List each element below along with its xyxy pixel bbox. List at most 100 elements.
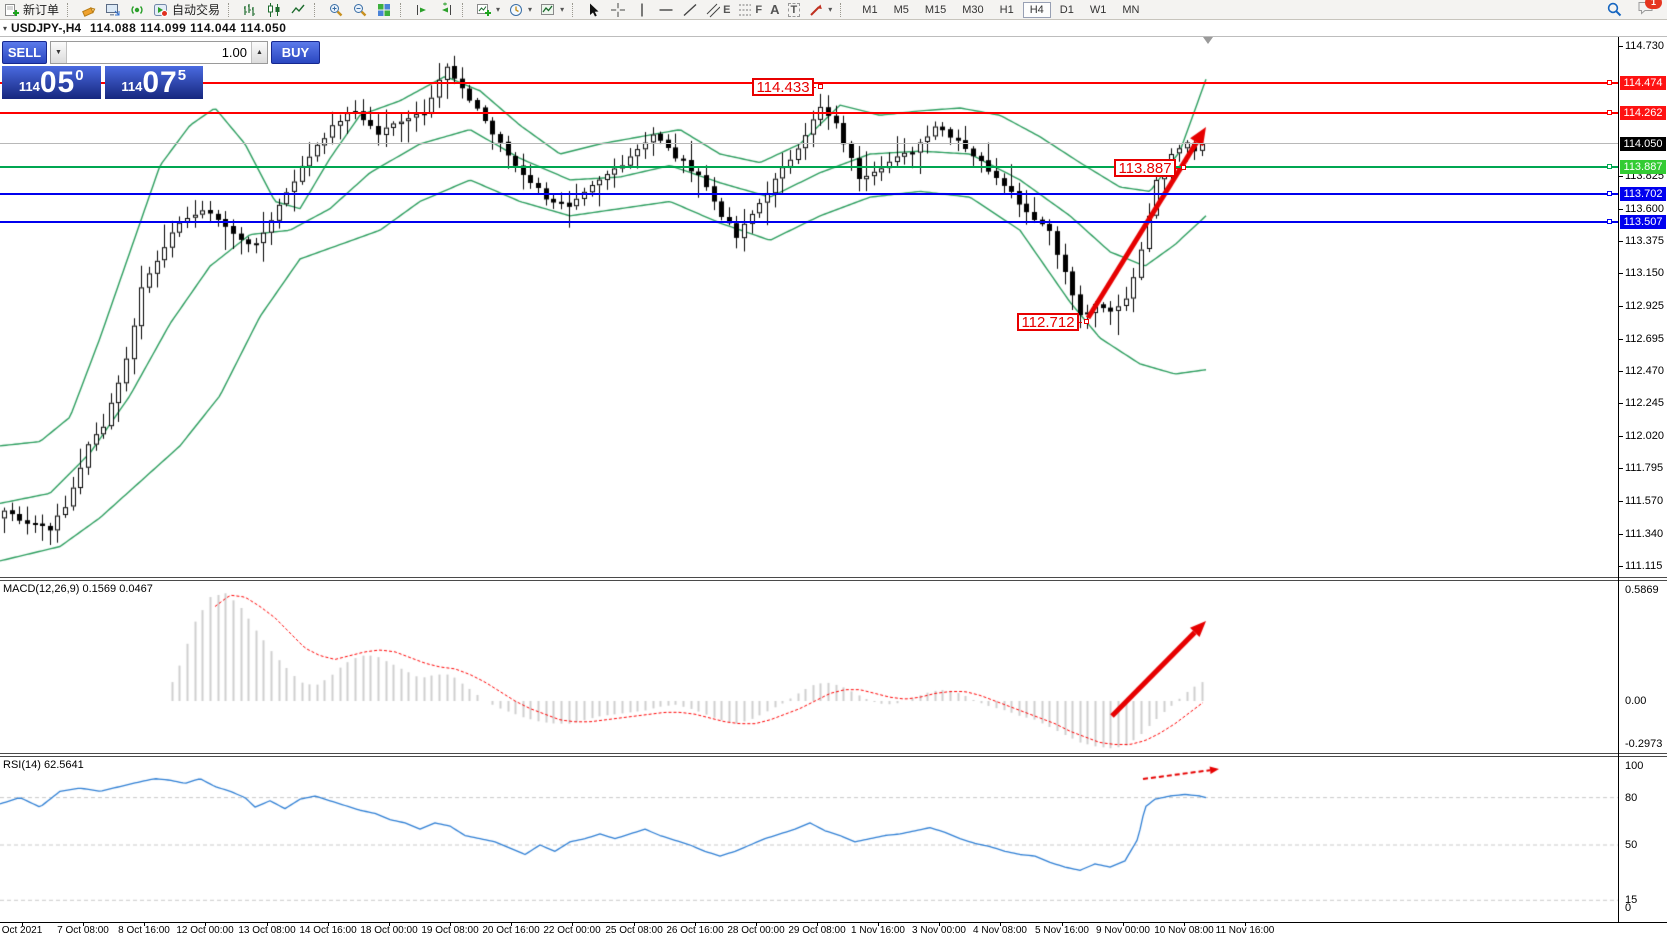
text-tool[interactable]: A: [766, 1, 783, 19]
vertical-line-tool[interactable]: [630, 1, 654, 19]
notifications-button[interactable]: 1: [1637, 0, 1662, 19]
timeframe-button-mn[interactable]: MN: [1115, 2, 1146, 18]
label-tool-glyph: T: [787, 2, 801, 17]
zoom-out-icon[interactable]: [348, 1, 372, 19]
timeframe-button-w1[interactable]: W1: [1083, 2, 1114, 18]
fibonacci-glyph: F: [755, 3, 763, 16]
channel-tool[interactable]: E: [702, 1, 734, 19]
chart-shift-marker[interactable]: [1203, 37, 1213, 44]
buy-button[interactable]: BUY: [271, 41, 320, 64]
time-axis-tick: [511, 922, 512, 926]
time-label: 29 Oct 08:00: [788, 925, 846, 936]
volume-increase-button[interactable]: ▲: [251, 42, 267, 63]
chevron-down-icon: ▾: [828, 5, 833, 14]
volume-stepper: ▼ ▲: [50, 41, 268, 64]
price-label-annotation-112.712[interactable]: 112.712: [1017, 313, 1089, 331]
tile-windows-icon[interactable]: [372, 1, 396, 19]
periods-button[interactable]: ▾: [504, 1, 536, 19]
one-click-trading-panel: SELL ▼ ▲ BUY 114 05 0 114 07 5: [2, 41, 320, 99]
line-chart-icon[interactable]: [286, 1, 310, 19]
new-chart-button[interactable]: ▾: [472, 1, 504, 19]
cursor-tool[interactable]: [582, 1, 606, 19]
horizontal-line-113.702[interactable]: [0, 190, 1618, 196]
fibonacci-tool[interactable]: F: [734, 1, 766, 19]
time-axis-tick: [144, 922, 145, 926]
price-tick-label: 114.730: [1625, 40, 1664, 52]
price-axis-tick: [1619, 339, 1623, 340]
price-axis-line: [1618, 37, 1619, 922]
horizontal-line-114.05[interactable]: [0, 143, 1618, 144]
price-chart-canvas[interactable]: [0, 37, 1618, 577]
macd-axis-label: -0.2973: [1625, 738, 1663, 750]
timeframe-button-h1[interactable]: H1: [993, 2, 1021, 18]
buy-price-sup: 5: [177, 67, 187, 84]
line-anchor-handle[interactable]: [1607, 218, 1612, 224]
sell-price-display[interactable]: 114 05 0: [2, 66, 101, 99]
channel-glyph: E: [723, 3, 731, 16]
panel-resize-separator[interactable]: [0, 753, 1667, 757]
candlestick-chart-icon[interactable]: [262, 1, 286, 19]
time-axis-tick: [1123, 922, 1124, 926]
bar-chart-icon[interactable]: [238, 1, 262, 19]
trendline-tool[interactable]: [678, 1, 702, 19]
signal-icon[interactable]: [125, 1, 149, 19]
time-label: 12 Oct 00:00: [176, 925, 234, 936]
arrows-tool[interactable]: ▾: [804, 1, 836, 19]
price-badge-114.050: 114.050: [1620, 137, 1666, 151]
text-label-tool[interactable]: T: [784, 1, 805, 19]
toolbar-separator: [314, 2, 321, 17]
price-axis-tick: [1619, 46, 1623, 47]
templates-button[interactable]: ▾: [536, 1, 568, 19]
crosshair-tool[interactable]: [606, 1, 630, 19]
line-anchor-handle[interactable]: [1607, 190, 1612, 196]
horizontal-line-113.507[interactable]: [0, 218, 1618, 224]
rsi-axis-label: 0: [1625, 902, 1632, 914]
autotrading-button[interactable]: 自动交易: [149, 1, 224, 19]
price-badge-113.507: 113.507: [1620, 215, 1666, 229]
buy-price-display[interactable]: 114 07 5: [104, 66, 203, 99]
time-axis-tick: [205, 922, 206, 926]
chevron-down-icon: ▾: [560, 5, 565, 14]
line-anchor-handle[interactable]: [1607, 163, 1612, 169]
timeframe-button-m30[interactable]: M30: [955, 2, 990, 18]
chart-shift-icon[interactable]: [434, 1, 458, 19]
new-order-button[interactable]: 新订单: [0, 1, 63, 19]
time-axis-tick: [1245, 922, 1246, 926]
auto-scroll-icon[interactable]: [410, 1, 434, 19]
horizontal-line-tool[interactable]: [654, 1, 678, 19]
volume-input[interactable]: [67, 42, 251, 63]
collapse-panel-icon[interactable]: ▾: [3, 23, 8, 33]
horizontal-line-114.262[interactable]: [0, 109, 1618, 115]
timeframe-button-m5[interactable]: M5: [887, 2, 916, 18]
price-label-annotation-113.887[interactable]: 113.887: [1114, 159, 1186, 177]
highlighter-icon[interactable]: [77, 1, 101, 19]
toolbar-separator: [67, 2, 74, 17]
timeframe-button-h4[interactable]: H4: [1022, 1, 1051, 18]
time-label: 11 Nov 16:00: [1215, 925, 1275, 936]
horizontal-line-113.887[interactable]: [0, 163, 1618, 169]
price-tick-label: 112.925: [1625, 300, 1664, 312]
price-axis-tick: [1619, 241, 1623, 242]
rsi-axis-label: 80: [1625, 792, 1638, 804]
timeframe-button-m15[interactable]: M15: [918, 2, 953, 18]
toolbar: 新订单 自动交易 ▾ ▾ ▾ E F A T ▾: [0, 0, 1667, 20]
timeframe-button-m1[interactable]: M1: [855, 2, 884, 18]
search-icon[interactable]: [1602, 1, 1627, 19]
price-label-annotation-114.433[interactable]: 114.433: [752, 78, 823, 96]
line-anchor-handle[interactable]: [1607, 109, 1612, 115]
macd-indicator-canvas[interactable]: [0, 581, 1618, 753]
time-label: 25 Oct 08:00: [605, 925, 663, 936]
price-tick-label: 111.570: [1625, 495, 1664, 507]
toolbar-separator: [572, 2, 579, 17]
sell-button[interactable]: SELL: [2, 41, 47, 64]
price-axis-tick: [1619, 436, 1623, 437]
terminal-icon[interactable]: [101, 1, 125, 19]
time-axis-tick: [695, 922, 696, 926]
volume-decrease-button[interactable]: ▼: [51, 42, 67, 63]
timeframe-button-d1[interactable]: D1: [1053, 2, 1081, 18]
price-axis-tick: [1619, 403, 1623, 404]
zoom-in-icon[interactable]: [324, 1, 348, 19]
rsi-indicator-canvas[interactable]: [0, 757, 1618, 921]
line-anchor-handle[interactable]: [1607, 79, 1612, 85]
panel-resize-separator[interactable]: [0, 577, 1667, 581]
